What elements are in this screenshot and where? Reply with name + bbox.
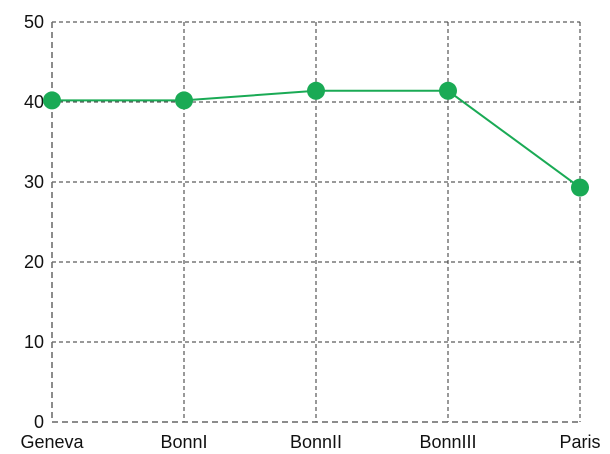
x-axis-ticks: Geneva BonnI BonnII BonnIII Paris [20,432,600,452]
data-point [43,91,61,110]
y-tick-label: 50 [24,12,44,32]
y-axis-ticks: 0 10 20 30 40 50 [24,12,44,432]
x-tick-label: BonnI [160,432,207,452]
data-point [571,178,589,197]
y-tick-label: 10 [24,332,44,352]
y-tick-label: 0 [34,412,44,432]
series-layer [43,81,589,197]
x-tick-label: BonnIII [419,432,476,452]
y-tick-label: 40 [24,92,44,112]
x-tick-label: Paris [559,432,600,452]
x-tick-label: BonnII [290,432,342,452]
data-point [439,81,457,100]
series-line [52,89,581,189]
y-tick-label: 20 [24,252,44,272]
x-tick-label: Geneva [20,432,84,452]
axes [51,22,580,423]
y-tick-label: 30 [24,172,44,192]
data-point [175,91,193,110]
data-point [307,81,325,100]
